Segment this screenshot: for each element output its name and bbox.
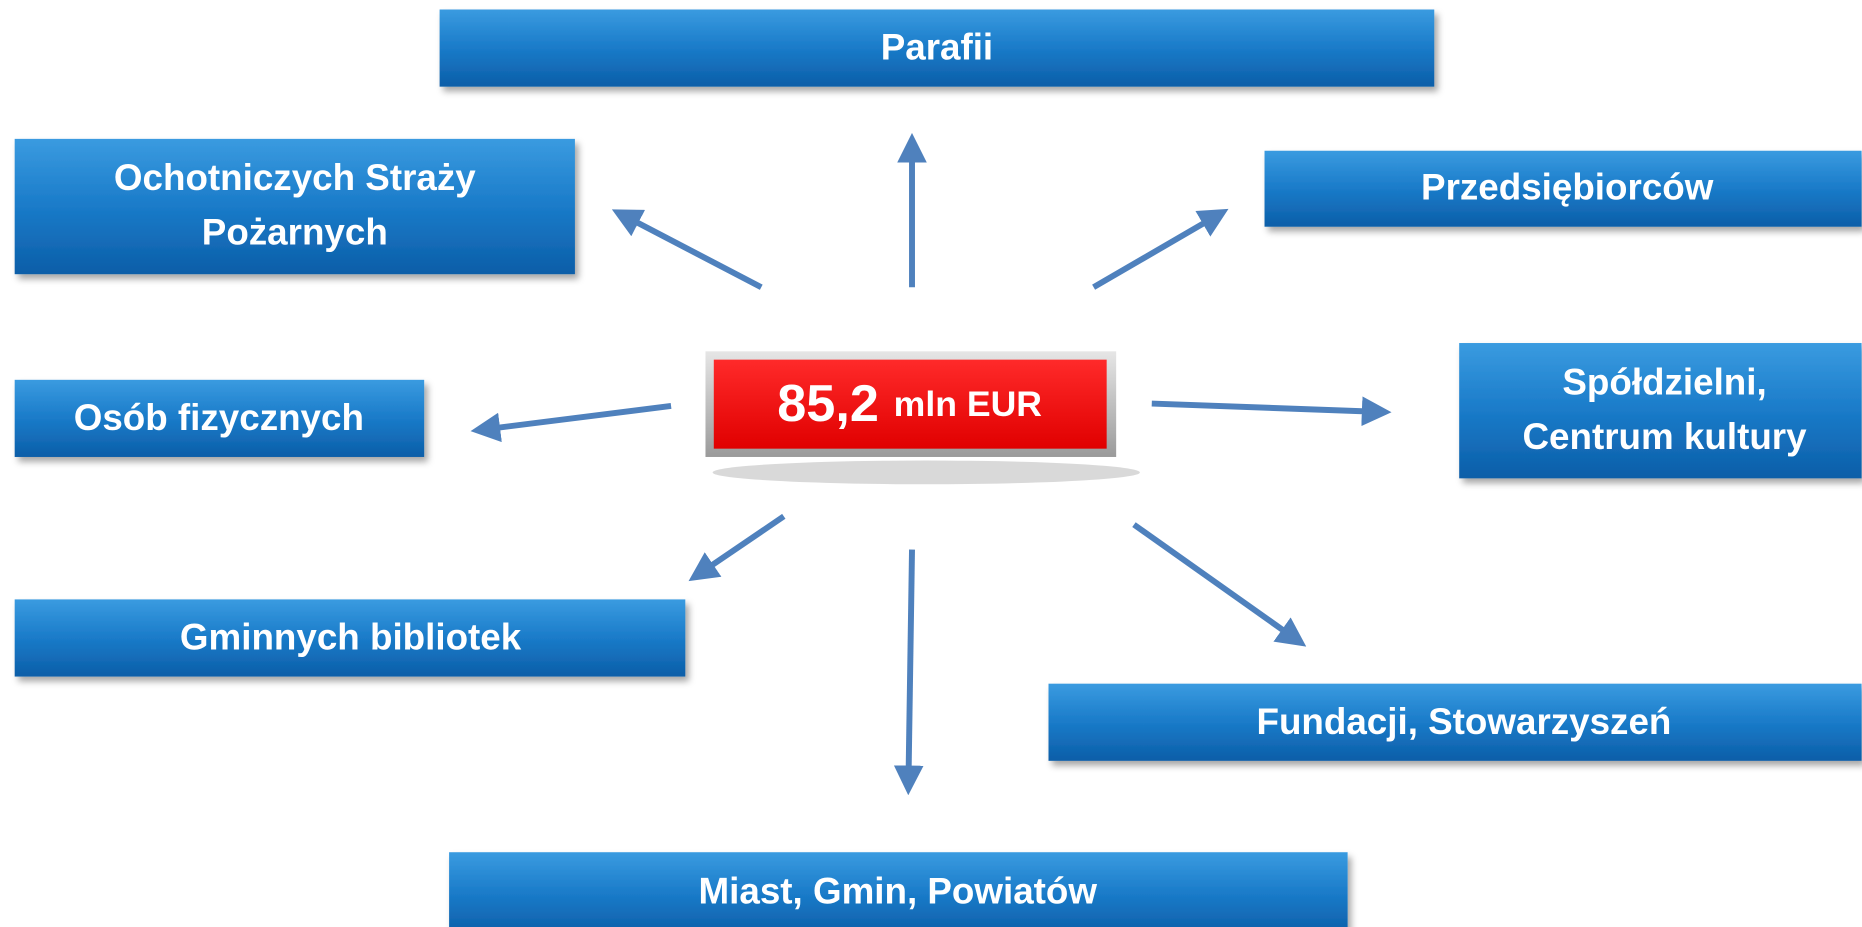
node-box xyxy=(14,138,575,275)
arrow xyxy=(893,549,924,796)
arrow xyxy=(611,209,763,290)
node: Ochotniczych Straży Pożarnych xyxy=(14,138,575,275)
node: Przedsiębiorców xyxy=(1264,150,1862,227)
node-label: Parafii xyxy=(881,27,993,68)
arrow xyxy=(1151,396,1392,427)
node: Osób fizycznych xyxy=(14,379,425,457)
arrow xyxy=(470,402,672,443)
node: Miast, Gmin, Powiatów xyxy=(449,852,1348,927)
node-box xyxy=(14,379,425,457)
node: Parafii xyxy=(439,9,1435,87)
node-label: Spółdzielni, xyxy=(1562,361,1766,402)
center-shadow xyxy=(712,460,1140,485)
node-label: Ochotniczych Straży xyxy=(114,157,476,198)
node: Fundacji, Stowarzyszeń xyxy=(1048,683,1862,761)
node-label: Centrum kultury xyxy=(1522,416,1807,457)
node-label: Pożarnych xyxy=(202,212,388,253)
center-label: 85,2 mln EUR xyxy=(777,375,1042,433)
node-label: Miast, Gmin, Powiatów xyxy=(699,870,1098,911)
boxes: Parafii Ochotniczych Straży Pożarnych Pr… xyxy=(14,9,1862,927)
node: Gminnych bibliotek xyxy=(14,599,686,677)
center: 85,2 mln EUR xyxy=(705,351,1140,485)
node-box xyxy=(1048,683,1862,761)
node-label: Osób fizycznych xyxy=(74,397,364,438)
node-label: Fundacji, Stowarzyszeń xyxy=(1256,701,1671,742)
center-box xyxy=(713,359,1107,449)
center-value: 85,2 xyxy=(777,375,879,433)
node-box xyxy=(1459,343,1862,479)
node-box xyxy=(439,9,1435,87)
center-unit: mln EUR xyxy=(894,385,1042,425)
node-label: Przedsiębiorców xyxy=(1421,167,1714,208)
node-box xyxy=(1264,150,1862,227)
arrow xyxy=(1132,522,1307,647)
node-box xyxy=(14,599,686,677)
node-label: Gminnych bibliotek xyxy=(180,616,522,657)
node: Spółdzielni, Centrum kultury xyxy=(1459,343,1862,479)
arrow xyxy=(688,513,786,582)
arrows xyxy=(470,132,1392,796)
node-box xyxy=(449,852,1348,927)
arrow xyxy=(1092,208,1229,290)
